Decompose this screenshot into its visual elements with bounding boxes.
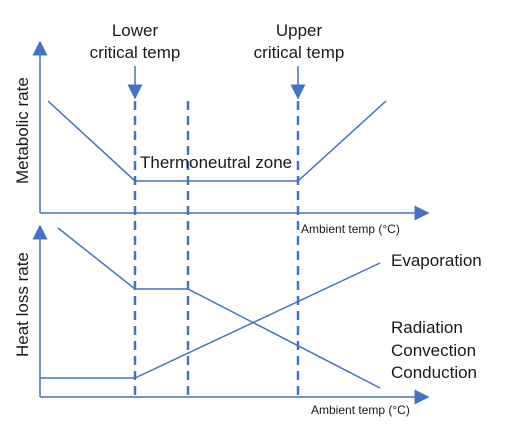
metabolic-rate-curve [47,100,387,182]
evaporation-curve [40,262,381,379]
upper-critical-label: Upper critical temp [246,20,352,64]
evaporation-label: Evaporation [391,251,482,270]
lower-critical-label: Lower critical temp [82,20,188,64]
upper-critical-line-1: Upper [275,21,323,40]
dry-heat-loss-curve [57,227,381,389]
conduction-label: Conduction [391,363,478,382]
upper-critical-line-2: critical temp [253,43,345,62]
top-x-axis-label: Ambient temp (°C) [301,222,400,236]
thermoneutral-zone-label: Thermoneutral zone [140,153,293,172]
radiation-label: Radiation [391,318,463,337]
lower-critical-line-1: Lower [111,21,159,40]
lower-critical-line-2: critical temp [89,43,181,62]
top-y-axis-label: Metabolic rate [13,77,32,184]
convection-label: Convection [391,341,477,360]
bottom-y-axis-label: Heat loss rate [13,252,32,357]
bottom-x-axis-label: Ambient temp (°C) [311,403,410,417]
